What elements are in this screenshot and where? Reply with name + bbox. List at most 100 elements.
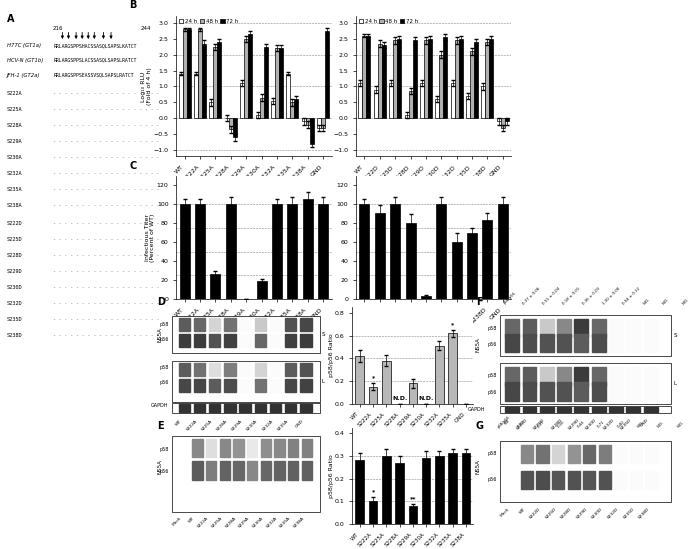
Text: **: ** xyxy=(410,496,416,501)
Bar xyxy=(239,334,251,347)
Bar xyxy=(220,461,230,480)
Text: S232D: S232D xyxy=(602,418,615,430)
Text: p58: p58 xyxy=(160,322,169,327)
Bar xyxy=(591,367,605,385)
Bar xyxy=(436,204,446,299)
Text: S228A: S228A xyxy=(216,419,229,432)
Bar xyxy=(224,363,236,376)
Text: - - - - - - - - - - - - - - - - - - -: - - - - - - - - - - - - - - - - - - - xyxy=(53,155,160,160)
Bar xyxy=(609,319,623,338)
Text: S238D: S238D xyxy=(7,333,23,338)
Bar xyxy=(247,461,257,480)
Bar xyxy=(645,470,658,489)
Bar xyxy=(467,233,477,299)
Text: 1.30 ± 0.00: 1.30 ± 0.00 xyxy=(602,286,621,305)
Text: 0.71: 0.71 xyxy=(596,420,605,429)
Bar xyxy=(627,382,641,401)
Bar xyxy=(272,204,282,299)
Bar xyxy=(254,363,266,376)
Bar xyxy=(552,470,564,489)
Text: S225D: S225D xyxy=(7,237,23,242)
Bar xyxy=(428,39,432,118)
Bar xyxy=(202,43,206,118)
Bar xyxy=(381,45,386,118)
Bar xyxy=(321,118,325,128)
Bar xyxy=(192,461,202,480)
Bar xyxy=(206,461,216,480)
Bar xyxy=(209,318,220,331)
Bar xyxy=(522,319,536,338)
Bar xyxy=(459,39,463,118)
FancyBboxPatch shape xyxy=(500,406,672,413)
Bar xyxy=(187,29,191,118)
FancyBboxPatch shape xyxy=(172,436,320,512)
Text: S238A: S238A xyxy=(293,516,305,529)
Text: 0.40: 0.40 xyxy=(616,420,625,429)
Text: S232D: S232D xyxy=(607,507,620,520)
Text: N.D.: N.D. xyxy=(662,296,671,305)
Text: WT: WT xyxy=(175,419,183,427)
Bar xyxy=(239,404,251,412)
Text: S230D: S230D xyxy=(585,418,598,430)
Text: p56: p56 xyxy=(160,469,169,474)
Bar xyxy=(536,445,549,463)
Text: S230A: S230A xyxy=(7,155,23,160)
Text: Mock: Mock xyxy=(171,516,182,527)
Text: N.D.: N.D. xyxy=(392,396,407,401)
FancyBboxPatch shape xyxy=(500,363,672,404)
Bar xyxy=(359,83,362,118)
Bar xyxy=(567,445,580,463)
Bar xyxy=(435,456,444,524)
Bar xyxy=(194,74,198,118)
Text: 0.36 ± 0.03: 0.36 ± 0.03 xyxy=(582,286,601,305)
Bar xyxy=(557,382,571,401)
Bar xyxy=(540,334,553,352)
Bar xyxy=(254,404,266,412)
Text: 216: 216 xyxy=(53,26,63,31)
Bar xyxy=(300,318,312,331)
Text: 0.51 ± 0.04: 0.51 ± 0.04 xyxy=(542,286,562,305)
Text: N.D.: N.D. xyxy=(419,396,434,401)
Bar xyxy=(505,319,519,338)
Bar xyxy=(300,404,312,412)
Text: 244: 244 xyxy=(141,26,151,31)
Text: WT: WT xyxy=(188,516,196,524)
Text: S228D: S228D xyxy=(7,253,23,258)
Text: - - - - - - - - - - - - - - - - - - -: - - - - - - - - - - - - - - - - - - - xyxy=(53,333,160,338)
Bar xyxy=(290,102,294,118)
Bar xyxy=(269,404,281,412)
Bar xyxy=(567,470,580,489)
Text: Mock: Mock xyxy=(500,507,511,518)
Bar xyxy=(404,115,408,118)
Text: - - - - - - - - - - - - - - - - - - -: - - - - - - - - - - - - - - - - - - - xyxy=(53,221,160,226)
Text: - - - - - - - - - - - - - - - - - - -: - - - - - - - - - - - - - - - - - - - xyxy=(53,285,160,290)
Bar xyxy=(627,319,641,338)
Bar xyxy=(261,461,271,480)
Bar xyxy=(583,445,595,463)
Bar xyxy=(505,445,518,463)
Text: S222A: S222A xyxy=(7,91,23,96)
Text: S229A: S229A xyxy=(231,419,244,432)
Bar xyxy=(413,40,417,118)
Bar xyxy=(609,334,623,352)
Bar xyxy=(614,470,627,489)
Text: WT: WT xyxy=(518,507,526,515)
Bar xyxy=(294,99,299,118)
Bar xyxy=(489,39,493,118)
Bar xyxy=(369,501,377,524)
Text: 0.37 ± 0.06: 0.37 ± 0.06 xyxy=(522,286,542,305)
Text: RRLARGSPPSHAСSSASQLSAPSLKATCT: RRLARGSPPSHAСSSASQLSAPSLKATCT xyxy=(53,43,137,48)
Bar xyxy=(435,346,444,404)
Text: - - - - - - - - - - - - - - - - - - -: - - - - - - - - - - - - - - - - - - - xyxy=(53,203,160,208)
Bar xyxy=(408,506,417,524)
Text: S225D: S225D xyxy=(545,507,557,520)
Text: S: S xyxy=(321,332,325,337)
Bar xyxy=(288,461,299,480)
Text: S232A: S232A xyxy=(265,516,278,529)
Bar xyxy=(591,334,605,352)
Bar xyxy=(444,37,447,118)
Bar xyxy=(310,118,314,144)
Bar xyxy=(264,47,267,118)
Bar xyxy=(254,334,266,347)
Bar xyxy=(451,83,455,118)
